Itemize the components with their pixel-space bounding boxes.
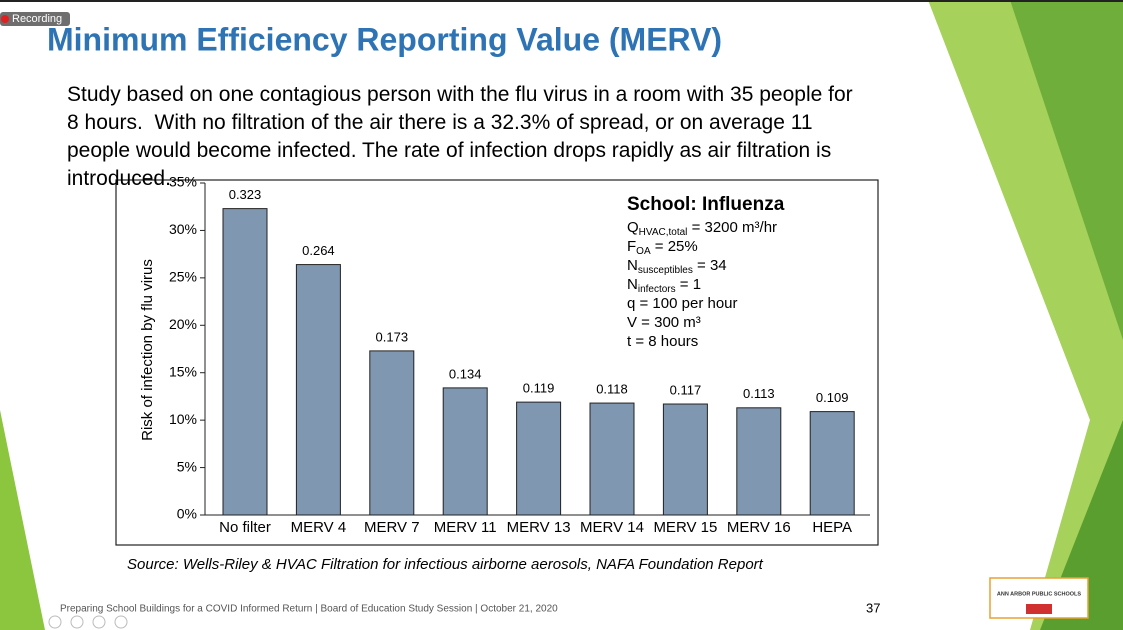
value-label: 0.118 [596, 382, 628, 397]
annotation-line: t = 8 hours [627, 333, 698, 350]
value-label: 0.323 [229, 187, 262, 202]
value-label: 0.134 [449, 366, 482, 381]
footer: Preparing School Buildings for a COVID I… [60, 604, 558, 615]
x-tick-label: MERV 4 [291, 519, 347, 536]
annotation-main: N [627, 276, 638, 293]
x-tick-label: MERV 11 [434, 519, 497, 536]
annotation-title: School: Influenza [627, 194, 785, 215]
source: Source: Wells-Riley & HVAC Filtration fo… [127, 556, 764, 573]
top-edge [0, 0, 1123, 2]
annotation-sub: OA [636, 246, 651, 257]
annotation-main: q = 100 per hour [627, 295, 738, 312]
value-label: 0.264 [302, 243, 335, 258]
y-tick-label: 25% [169, 269, 197, 285]
logo-mark [1026, 604, 1052, 614]
decoration [1010, 0, 1123, 340]
value-label: 0.119 [523, 381, 555, 396]
y-tick-label: 15% [169, 363, 197, 379]
bar [736, 407, 782, 516]
x-tick-label: HEPA [812, 519, 852, 536]
annotation-line: Nsusceptibles = 34 [627, 257, 727, 276]
bar [295, 264, 341, 516]
x-tick-label: MERV 14 [580, 519, 644, 536]
annotation-sub: HVAC,total [639, 227, 688, 238]
annotation-main: N [627, 257, 638, 274]
x-tick-label: MERV 13 [507, 519, 571, 536]
bar [369, 350, 415, 516]
annotation-sub: infectors [638, 284, 676, 295]
annotation-main: Q [627, 219, 639, 236]
page-number: 37 [866, 600, 880, 615]
recording-badge [0, 12, 70, 26]
value-label: 0.109 [816, 390, 849, 405]
annotation-line: Ninfectors = 1 [627, 276, 701, 295]
annotation-main: t = 8 hours [627, 333, 698, 350]
annotation-line: q = 100 per hour [627, 295, 738, 312]
annotation-line: QHVAC,total = 3200 m³/hr [627, 219, 777, 238]
annotation-main: F [627, 238, 636, 255]
x-tick-label: MERV 7 [364, 519, 420, 536]
y-tick-label: 20% [169, 316, 197, 332]
recording-label: Recording [12, 13, 62, 25]
value-label: 0.117 [670, 382, 702, 397]
bar [589, 402, 635, 516]
annotation-rest: = 34 [693, 257, 727, 274]
x-tick-label: MERV 15 [653, 519, 717, 536]
decoration [0, 410, 45, 630]
bar [442, 387, 488, 516]
value-label: 0.173 [376, 329, 409, 344]
y-axis-label: Risk of infection by flu virus [139, 259, 156, 441]
y-tick-label: 10% [169, 411, 197, 427]
toolbar[interactable] [48, 615, 128, 629]
body-text: 8 hours. With no filtration of the air t… [67, 111, 813, 134]
annotation-main: V = 300 m³ [627, 314, 701, 331]
bar [222, 208, 268, 516]
annotation-rest: = 1 [676, 276, 701, 293]
slide-title: Minimum Efficiency Reporting Value (MERV… [47, 21, 722, 57]
recording-dot [1, 15, 9, 23]
body-text: Study based on one contagious person wit… [67, 83, 853, 106]
y-tick-label: 0% [177, 506, 197, 522]
y-tick-label: 30% [169, 221, 197, 237]
x-tick-label: MERV 16 [727, 519, 791, 536]
logo-text: ANN ARBOR PUBLIC SCHOOLS [997, 591, 1081, 597]
y-tick-label: 5% [177, 458, 197, 474]
annotation-rest: = 25% [651, 238, 698, 255]
y-tick-label: 35% [169, 174, 197, 190]
x-tick-label: No filter [219, 519, 271, 536]
annotation-line: V = 300 m³ [627, 314, 701, 331]
body-text: introduced. [67, 167, 171, 190]
value-label: 0.113 [743, 386, 775, 401]
bar [516, 401, 562, 516]
annotation-sub: susceptibles [638, 265, 693, 276]
bar [662, 403, 708, 516]
annotation-rest: = 3200 m³/hr [687, 219, 777, 236]
body-text: people would become infected. The rate o… [67, 139, 832, 162]
bar [809, 411, 855, 516]
annotation-line: FOA = 25% [627, 238, 698, 257]
